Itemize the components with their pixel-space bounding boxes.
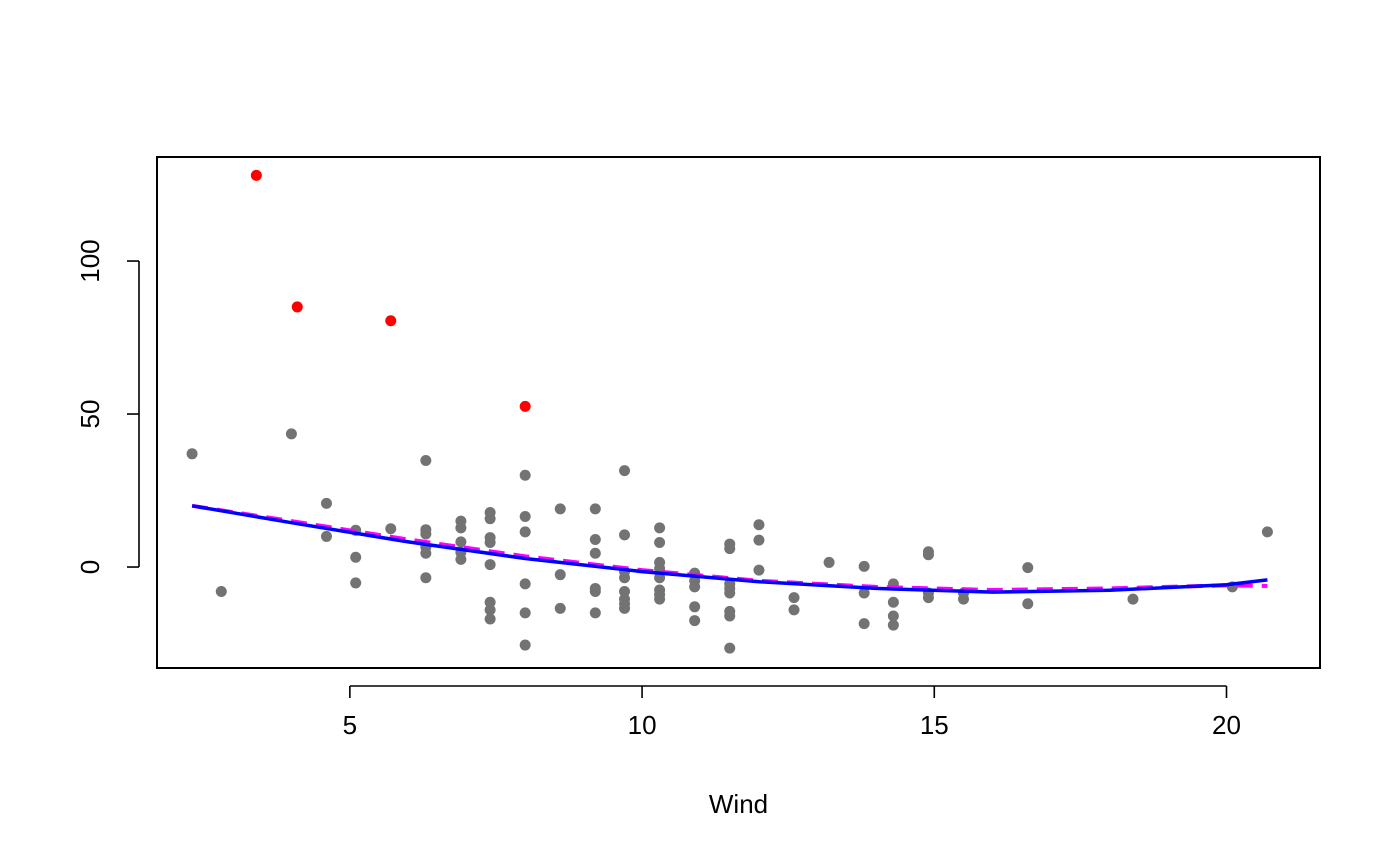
data-point	[1022, 598, 1034, 610]
data-point	[887, 610, 899, 622]
data-point	[958, 593, 970, 605]
x-tick-label: 15	[920, 710, 949, 740]
data-point	[589, 547, 601, 559]
x-tick-label: 20	[1212, 710, 1241, 740]
y-tick-label: 0	[75, 560, 105, 574]
data-point	[922, 592, 934, 604]
data-point	[724, 587, 736, 599]
data-point	[420, 572, 432, 584]
data-point	[484, 604, 496, 616]
fit-line-solid	[191, 504, 1268, 594]
outlier-point	[519, 400, 531, 412]
data-point	[689, 601, 701, 613]
data-point	[724, 610, 736, 622]
data-point	[689, 615, 701, 627]
data-point	[455, 553, 467, 565]
data-point	[519, 526, 531, 538]
outlier-point	[385, 315, 397, 327]
data-point	[385, 523, 397, 535]
data-point	[519, 469, 531, 481]
data-point	[589, 503, 601, 515]
data-point	[619, 572, 631, 584]
data-point	[619, 465, 631, 477]
x-tick-label: 10	[628, 710, 657, 740]
data-point	[320, 497, 332, 509]
outlier-point	[291, 301, 303, 313]
data-point	[420, 547, 432, 559]
data-point	[922, 549, 934, 561]
data-point	[420, 528, 432, 540]
data-point	[484, 537, 496, 549]
x-tick-label: 5	[343, 710, 357, 740]
data-point	[887, 619, 899, 631]
y-tick-label: 50	[75, 400, 105, 429]
data-point	[350, 577, 362, 589]
axes: 5 10 15 20 0 50 100	[75, 156, 1321, 740]
data-point	[654, 522, 666, 534]
data-point	[589, 533, 601, 545]
data-point	[519, 578, 531, 590]
data-point	[554, 569, 566, 581]
data-point	[519, 639, 531, 651]
data-point	[519, 511, 531, 523]
data-point	[554, 602, 566, 614]
data-point	[186, 448, 198, 460]
data-point	[887, 596, 899, 608]
data-point	[724, 543, 736, 555]
data-point	[753, 534, 765, 546]
data-point	[619, 602, 631, 614]
data-point	[619, 529, 631, 541]
data-point	[285, 428, 297, 440]
data-point	[484, 513, 496, 525]
data-point	[753, 519, 765, 531]
data-point	[589, 586, 601, 598]
y-tick-label: 100	[75, 239, 105, 282]
data-point	[689, 581, 701, 593]
data-point	[858, 560, 870, 572]
data-point	[320, 530, 332, 542]
data-point	[1127, 593, 1139, 605]
data-point	[215, 586, 227, 598]
data-point	[1261, 526, 1273, 538]
plot-marks	[186, 169, 1273, 654]
data-point	[455, 536, 467, 548]
data-point	[858, 618, 870, 630]
data-point	[455, 522, 467, 534]
data-point	[788, 592, 800, 604]
data-point	[654, 593, 666, 605]
data-point	[724, 642, 736, 654]
data-point	[420, 455, 432, 467]
data-point	[753, 564, 765, 576]
data-point	[484, 613, 496, 625]
data-point	[1022, 562, 1034, 574]
data-point	[823, 556, 835, 568]
data-point	[788, 604, 800, 616]
data-point	[519, 607, 531, 619]
data-point	[484, 596, 496, 608]
plot-frame	[156, 156, 1321, 669]
data-point	[858, 587, 870, 599]
data-point	[350, 551, 362, 563]
data-point	[554, 503, 566, 515]
outlier-point	[250, 169, 262, 181]
data-point	[654, 537, 666, 549]
data-point	[589, 607, 601, 619]
data-point	[619, 586, 631, 598]
data-point	[484, 559, 496, 571]
x-axis-title: Wind	[709, 789, 768, 819]
